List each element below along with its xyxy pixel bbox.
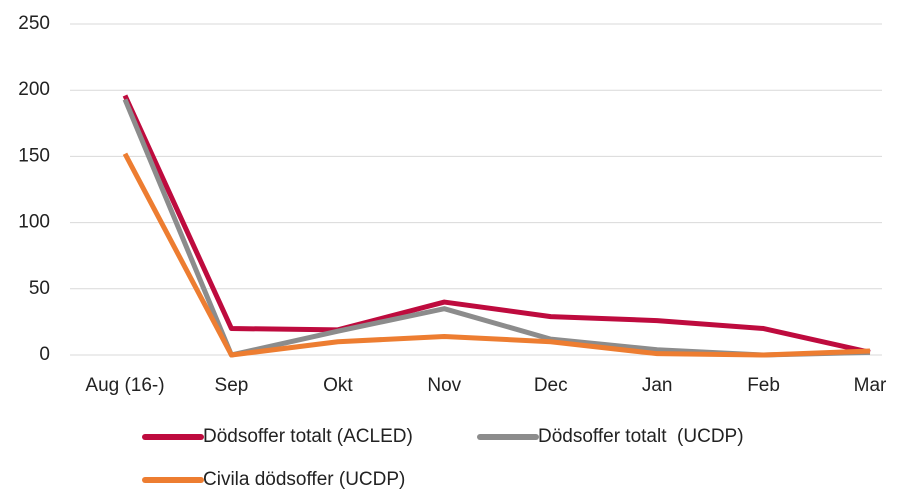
x-tick-label: Dec — [534, 375, 568, 396]
y-tick-label: 200 — [18, 79, 50, 100]
x-tick-label: Mar — [854, 375, 887, 396]
y-tick-label: 250 — [18, 13, 50, 34]
legend-label: Civila dödsoffer (UCDP) — [203, 469, 405, 490]
x-tick-label: Nov — [427, 375, 461, 396]
y-tick-label: 150 — [18, 145, 50, 166]
y-tick-label: 0 — [39, 344, 50, 365]
legend-label: Dödsoffer totalt (UCDP) — [538, 426, 744, 447]
y-tick-label: 100 — [18, 212, 50, 233]
y-tick-label: 50 — [29, 278, 50, 299]
legend-label: Dödsoffer totalt (ACLED) — [203, 426, 413, 447]
series-line — [122, 152, 871, 358]
x-tick-label: Sep — [215, 375, 249, 396]
x-tick-label: Aug (16-) — [85, 375, 164, 396]
x-tick-label: Feb — [747, 375, 780, 396]
series-line — [122, 98, 871, 358]
x-tick-label: Okt — [323, 375, 353, 396]
x-tick-label: Jan — [642, 375, 673, 396]
series-line — [122, 94, 871, 355]
